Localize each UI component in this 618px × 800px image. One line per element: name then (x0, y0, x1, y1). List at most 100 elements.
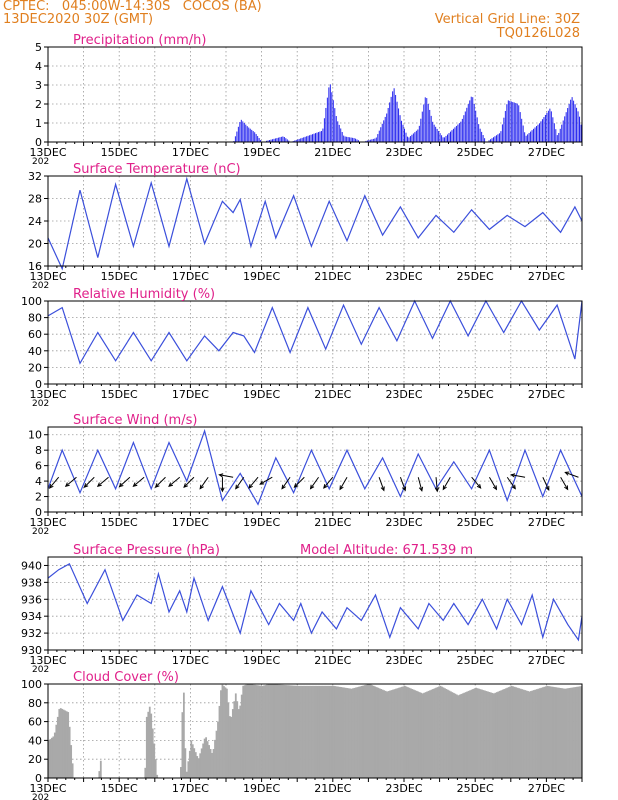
precip-bar (365, 140, 367, 142)
precip-bar (239, 122, 241, 142)
cloud-bar (516, 687, 519, 778)
precip-bar (258, 138, 260, 142)
precip-bar (337, 121, 339, 142)
precip-bar (285, 138, 287, 142)
precip-bar (369, 139, 371, 142)
cloud-bar (276, 684, 279, 778)
precip-bar (501, 124, 503, 142)
panel-title: Surface Wind (m/s) (73, 413, 197, 428)
cloud-bar (316, 685, 319, 778)
cloud-bar (193, 748, 196, 778)
cloud-bar (561, 688, 564, 778)
precip-bar (482, 135, 484, 142)
cloud-bar (485, 691, 488, 778)
x-tick-label: 23DEC (385, 388, 422, 401)
precip-bar (438, 131, 440, 142)
cloud-bar (147, 711, 150, 778)
wind-arrow-head (259, 480, 265, 485)
y-tick-label: 0 (35, 378, 42, 391)
precip-bar (294, 140, 296, 142)
cloud-bar (454, 693, 457, 778)
cloud-bar (392, 689, 394, 778)
cloud-bar (346, 687, 348, 778)
cloud-bar (56, 716, 59, 778)
precip-bar (494, 136, 496, 142)
cloud-bar (350, 688, 353, 778)
cloud-bar (254, 684, 256, 778)
wind-arrow-head (434, 487, 440, 493)
panel-4 (44, 426, 583, 516)
precip-bar (451, 130, 453, 142)
precip-bar (356, 139, 358, 142)
cloud-bar (358, 686, 360, 778)
wind-arrow-head (168, 482, 173, 487)
cloud-bar (300, 685, 302, 778)
precip-bar (295, 139, 297, 142)
cloud-bar (501, 689, 504, 778)
precip-bar (384, 116, 386, 142)
precip-bar (495, 135, 497, 142)
x-tick-label: 27DEC (528, 516, 565, 529)
wind-arrow-head (96, 482, 102, 487)
precip-bar (243, 123, 245, 142)
cloud-bar (420, 692, 423, 778)
wind-arrow (97, 476, 109, 487)
cloud-bar (331, 685, 334, 778)
cloud-bar (221, 684, 224, 778)
wind-arrow (399, 477, 406, 491)
cloud-bar (64, 710, 67, 778)
cloud-bar (270, 684, 273, 778)
precip-bar (368, 140, 370, 142)
y-tick-label: 100 (21, 295, 42, 308)
cloud-bar (418, 692, 421, 778)
panel-title: Surface Pressure (hPa) (73, 543, 220, 558)
precip-bar (484, 138, 486, 142)
cloud-bar (223, 686, 225, 778)
precip-bar (355, 138, 357, 142)
precip-bar (429, 109, 431, 142)
precip-bar (536, 126, 538, 142)
precip-bar (479, 128, 481, 142)
cloud-bar (200, 748, 203, 778)
y-tick-label: 60 (28, 716, 42, 729)
x-tick-label: 21DEC (314, 654, 351, 667)
cloud-bar (304, 685, 307, 778)
cloud-bar (196, 756, 199, 778)
precip-bar (266, 140, 268, 142)
cloud-bar (58, 709, 61, 778)
cloud-bar (352, 688, 354, 778)
cloud-bar (70, 745, 73, 778)
cloud-bar (65, 711, 68, 778)
wind-arrow (294, 476, 305, 488)
wind-arrow-head (248, 483, 253, 489)
cloud-bar (547, 686, 550, 778)
cloud-bar (536, 689, 538, 778)
precip-bar (306, 136, 308, 142)
cloud-bar (273, 684, 276, 778)
wind-arrow-head (323, 483, 328, 489)
cloud-bar (445, 689, 448, 778)
cloud-bar (473, 688, 476, 778)
cloud-bar (231, 709, 234, 778)
precip-bar (467, 104, 469, 142)
cloud-bar (565, 688, 568, 778)
precip-bar (234, 136, 236, 142)
x-tick-label: 19DEC (243, 146, 280, 159)
precip-bar (254, 132, 256, 142)
cloud-bar (248, 684, 251, 778)
cloud-bar (50, 737, 53, 778)
cloud-bar (405, 686, 408, 778)
cloud-bar (187, 761, 190, 778)
x-tick-label: 15DEC (101, 388, 138, 401)
y-tick-label: 40 (28, 734, 42, 747)
panel-title: Precipitation (mm/h) (73, 33, 206, 48)
precip-bar (567, 108, 569, 142)
cloud-bar (402, 686, 405, 778)
cloud-bar (444, 688, 446, 778)
cloud-bar (349, 688, 351, 778)
wind-arrow-head (380, 486, 385, 492)
precip-bar (574, 104, 576, 142)
y-tick-label: 3 (35, 79, 42, 92)
precip-bar (473, 103, 475, 142)
precip-bar (269, 140, 271, 142)
